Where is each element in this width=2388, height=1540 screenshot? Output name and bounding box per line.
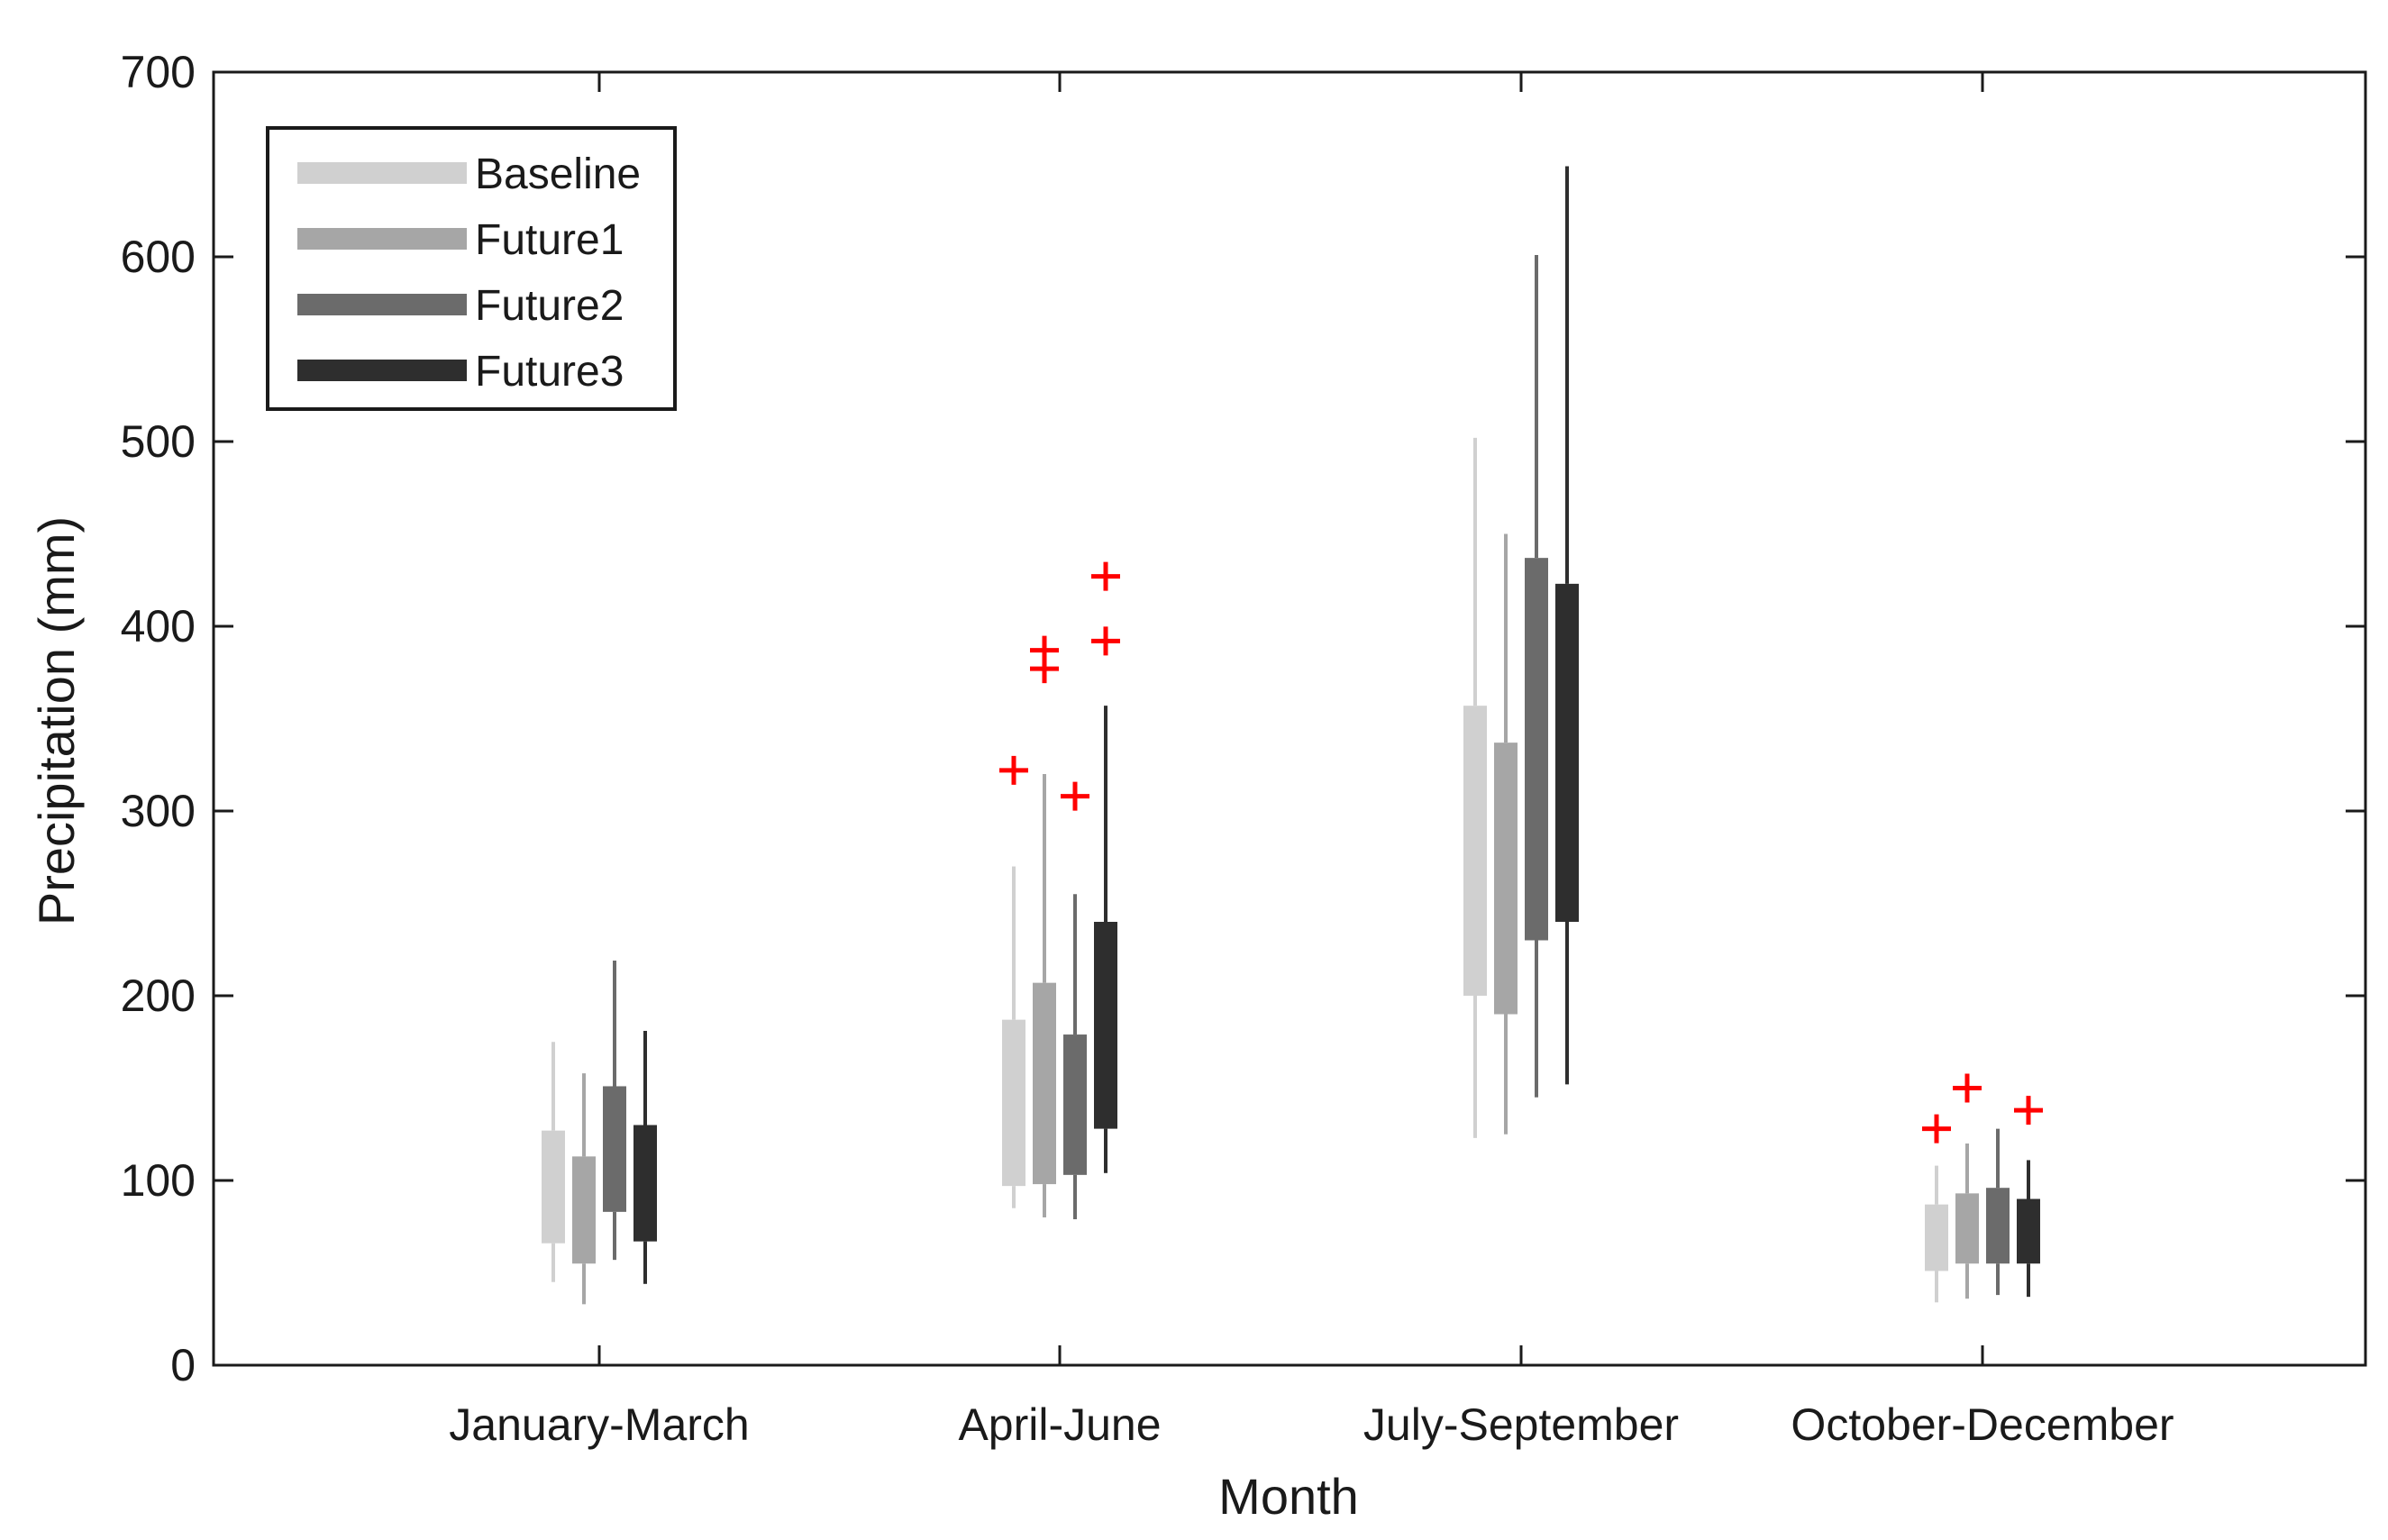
plot-area <box>542 166 2043 1305</box>
box <box>1002 1019 1025 1187</box>
box <box>633 1125 657 1242</box>
legend-label: Future1 <box>475 216 624 264</box>
outlier-marker <box>1091 561 1120 591</box>
y-axis-label: Precipitation (mm) <box>28 516 85 925</box>
y-tick-label: 300 <box>121 786 196 836</box>
box <box>1033 982 1056 1185</box>
box <box>1463 706 1487 996</box>
legend-swatch <box>297 162 467 184</box>
legend-swatch <box>297 360 467 381</box>
x-tick-label: January-March <box>449 1399 749 1450</box>
outlier-marker <box>1953 1073 1982 1103</box>
y-tick-label: 400 <box>121 601 196 652</box>
y-tick-label: 500 <box>121 416 196 467</box>
box <box>1494 743 1518 1015</box>
box <box>2017 1198 2040 1264</box>
outlier-marker <box>1061 781 1089 811</box>
legend-swatch <box>297 294 467 315</box>
outlier-marker <box>1030 635 1059 665</box>
x-axis-label: Month <box>1218 1468 1359 1525</box>
y-tick-label: 700 <box>121 47 196 97</box>
outlier-marker <box>999 755 1028 785</box>
legend: Baseline Future1 Future2 Future3 <box>266 126 677 411</box>
y-tick-label: 600 <box>121 232 196 282</box>
box <box>1955 1193 1979 1264</box>
x-tick-label: July-September <box>1363 1399 1679 1450</box>
box <box>542 1130 565 1244</box>
y-tick-label: 200 <box>121 970 196 1021</box>
box <box>1986 1188 2010 1264</box>
y-tick-label: 0 <box>170 1340 196 1390</box>
x-tick-label: April-June <box>958 1399 1161 1450</box>
legend-swatch <box>297 228 467 250</box>
legend-label: Future3 <box>475 348 624 396</box>
box <box>1555 583 1579 922</box>
x-tick-label: October-December <box>1791 1399 2174 1450</box>
plot-frame <box>212 70 2367 1367</box>
y-tick-label: 100 <box>121 1155 196 1206</box>
outlier-marker <box>2014 1096 2043 1125</box>
legend-label: Future2 <box>475 282 624 330</box>
box <box>1063 1034 1087 1175</box>
box <box>1094 922 1117 1129</box>
outlier-marker <box>1091 626 1120 656</box>
axes: 0 100 200 300 400 500 600 700 January-March April… <box>121 47 2367 1450</box>
legend-label: Baseline <box>475 150 641 198</box>
box <box>572 1156 596 1264</box>
outlier-marker <box>1922 1114 1951 1144</box>
box <box>1525 558 1548 941</box>
box <box>603 1086 626 1212</box>
box <box>1925 1204 1948 1271</box>
